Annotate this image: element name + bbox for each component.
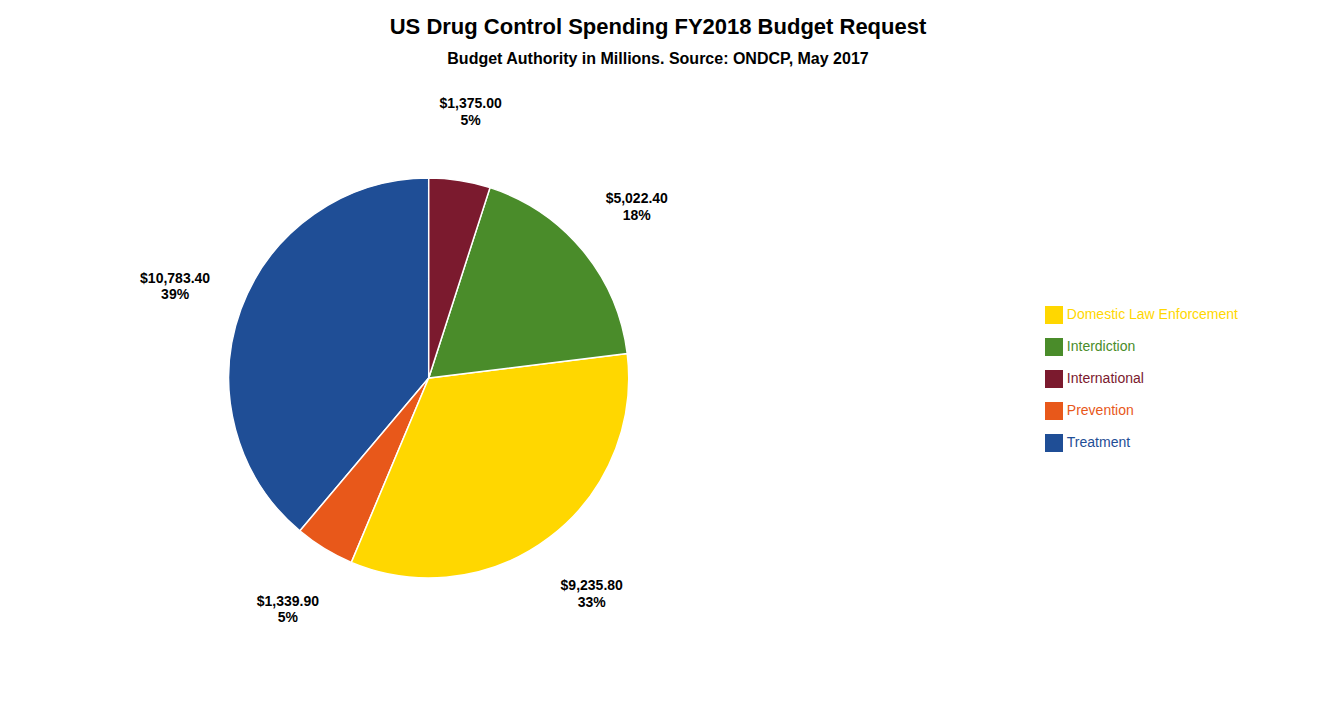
html-text:Treatment: Treatment bbox=[1066, 434, 1131, 450]
html-text:Interdiction: Interdiction bbox=[1066, 338, 1136, 354]
svg-text:$1,375.005%: $1,375.005% bbox=[439, 95, 501, 128]
html-text:International: International bbox=[1066, 370, 1144, 386]
svg-text:$1,339.905%: $1,339.905% bbox=[257, 593, 319, 626]
svg-text:$10,783.4039%: $10,783.4039% bbox=[140, 270, 210, 303]
html-text:Prevention: Prevention bbox=[1066, 402, 1134, 418]
html-text:Domestic Law Enforcement: Domestic Law Enforcement bbox=[1066, 306, 1238, 322]
html-text:Budget Authority in Millions.: Budget Authority in Millions. Source: ON… bbox=[447, 50, 869, 67]
svg-text:$9,235.8033%: $9,235.8033% bbox=[561, 577, 623, 610]
svg-text:$5,022.4018%: $5,022.4018% bbox=[606, 190, 668, 223]
html-text:US Drug Control Spending FY201: US Drug Control Spending FY2018 Budget R… bbox=[389, 14, 927, 39]
